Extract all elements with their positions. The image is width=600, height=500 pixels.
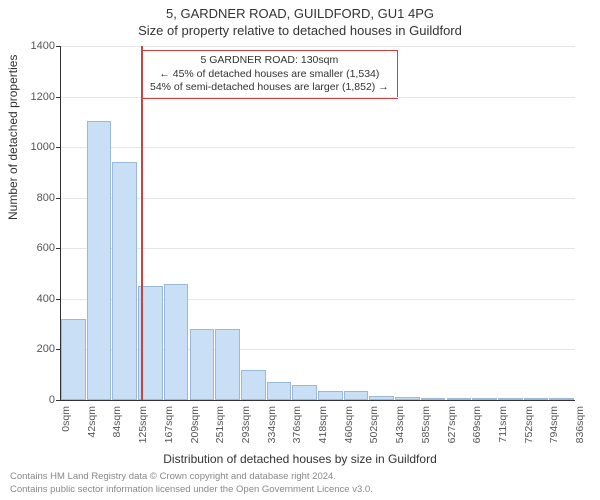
xtick-label: 376sqm: [291, 406, 303, 456]
ytick-label: 600: [15, 242, 55, 254]
ytick-label: 1400: [15, 40, 55, 52]
ytick-label: 1200: [15, 91, 55, 103]
ytick-label: 1000: [15, 141, 55, 153]
plot-area: 5 GARDNER ROAD: 130sqm ← 45% of detached…: [60, 46, 575, 401]
ytick-label: 800: [15, 192, 55, 204]
footer-text: Contains HM Land Registry data © Crown c…: [10, 471, 373, 496]
histogram-bar: [549, 398, 574, 400]
xtick-label: 334sqm: [266, 406, 278, 456]
xtick-label: 167sqm: [163, 406, 175, 456]
histogram-bar: [472, 398, 497, 400]
xtick-label: 209sqm: [189, 406, 201, 456]
histogram-bar: [190, 329, 215, 400]
annotation-line-3: 54% of semi-detached houses are larger (…: [150, 81, 389, 95]
gridline: [61, 147, 575, 148]
ytick-label: 0: [15, 394, 55, 406]
chart-title-1: 5, GARDNER ROAD, GUILDFORD, GU1 4PG: [0, 0, 600, 21]
gridline: [61, 97, 575, 98]
gridline: [61, 46, 575, 47]
histogram-bar: [87, 121, 112, 400]
gridline: [61, 198, 575, 199]
ytick-label: 200: [15, 343, 55, 355]
chart-title-2: Size of property relative to detached ho…: [0, 21, 600, 38]
xtick-label: 627sqm: [446, 406, 458, 456]
histogram-bar: [241, 370, 266, 400]
histogram-bar: [61, 319, 86, 400]
footer-line-1: Contains HM Land Registry data © Crown c…: [10, 471, 373, 483]
ytick-label: 400: [15, 293, 55, 305]
xtick-label: 669sqm: [471, 406, 483, 456]
xtick-label: 794sqm: [548, 406, 560, 456]
xtick-label: 711sqm: [497, 406, 509, 456]
histogram-bar: [498, 398, 523, 400]
xtick-label: 0sqm: [60, 406, 72, 456]
ytick-mark: [56, 147, 60, 148]
xtick-label: 418sqm: [317, 406, 329, 456]
xtick-label: 543sqm: [394, 406, 406, 456]
ytick-mark: [56, 97, 60, 98]
xtick-label: 293sqm: [240, 406, 252, 456]
ytick-mark: [56, 349, 60, 350]
xtick-label: 84sqm: [111, 406, 123, 456]
xtick-label: 836sqm: [574, 406, 586, 456]
histogram-bar: [344, 391, 369, 400]
histogram-bar: [421, 398, 446, 400]
xtick-label: 585sqm: [420, 406, 432, 456]
xtick-label: 251sqm: [214, 406, 226, 456]
histogram-bar: [267, 382, 292, 400]
xtick-label: 125sqm: [137, 406, 149, 456]
footer-line-2: Contains public sector information licen…: [10, 484, 373, 496]
gridline: [61, 248, 575, 249]
xtick-label: 502sqm: [368, 406, 380, 456]
xtick-label: 42sqm: [86, 406, 98, 456]
histogram-bar: [112, 162, 137, 400]
marker-line: [141, 46, 143, 400]
annotation-line-2: ← 45% of detached houses are smaller (1,…: [150, 68, 389, 82]
histogram-bar: [318, 391, 343, 400]
ytick-mark: [56, 299, 60, 300]
histogram-bar: [524, 398, 549, 400]
ytick-mark: [56, 198, 60, 199]
histogram-bar: [395, 397, 420, 400]
xtick-label: 752sqm: [523, 406, 535, 456]
histogram-bar: [292, 385, 317, 400]
ytick-mark: [56, 400, 60, 401]
histogram-bar: [447, 398, 472, 400]
xtick-label: 460sqm: [343, 406, 355, 456]
annotation-line-1: 5 GARDNER ROAD: 130sqm: [150, 54, 389, 68]
annotation-box: 5 GARDNER ROAD: 130sqm ← 45% of detached…: [141, 50, 398, 99]
histogram-bar: [369, 396, 394, 400]
histogram-bar: [164, 284, 189, 400]
ytick-mark: [56, 248, 60, 249]
ytick-mark: [56, 46, 60, 47]
histogram-bar: [215, 329, 240, 400]
